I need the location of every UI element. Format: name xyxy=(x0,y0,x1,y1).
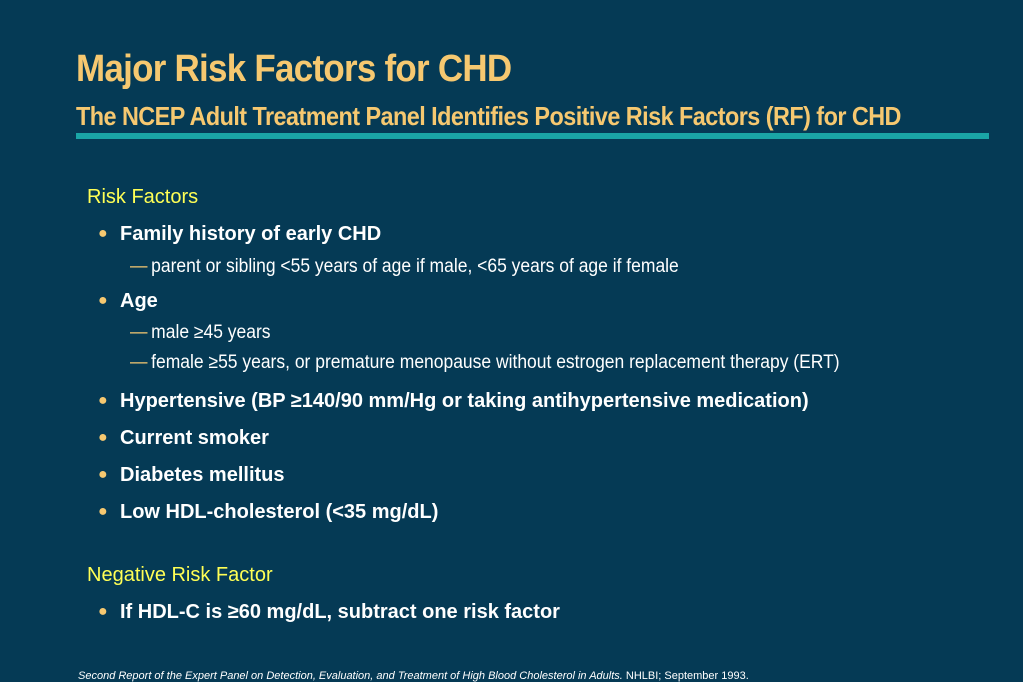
citation-source: NHLBI; September 1993. xyxy=(622,670,749,682)
bullet-dot-icon: ● xyxy=(98,503,108,520)
slide-subtitle: The NCEP Adult Treatment Panel Identifie… xyxy=(76,101,901,131)
citation-title: Second Report of the Expert Panel on Det… xyxy=(78,670,623,682)
bullet-dot-icon: ● xyxy=(98,603,108,620)
dash-icon: — xyxy=(130,352,148,373)
bullet-label: Age xyxy=(120,290,158,312)
bullet-dot-icon: ● xyxy=(98,429,108,446)
slide-title: Major Risk Factors for CHD xyxy=(76,48,512,90)
bullet-label: Family history of early CHD xyxy=(120,223,382,245)
title-rule xyxy=(76,133,989,139)
bullet-diabetes: ● Diabetes mellitus xyxy=(98,464,285,487)
sub-age-male: — male ≥45 years xyxy=(130,322,271,344)
bullet-hdl-negative: ● If HDL-C is ≥60 mg/dL, subtract one ri… xyxy=(98,601,560,624)
sub-label: female ≥55 years, or premature menopause… xyxy=(151,352,840,373)
sub-label: male ≥45 years xyxy=(151,322,271,343)
bullet-dot-icon: ● xyxy=(98,292,108,309)
sub-family-history: — parent or sibling <55 years of age if m… xyxy=(130,256,679,278)
negative-factor-heading: Negative Risk Factor xyxy=(87,564,273,586)
bullet-dot-icon: ● xyxy=(98,225,108,242)
bullet-smoker: ● Current smoker xyxy=(98,427,269,450)
bullet-family-history: ● Family history of early CHD xyxy=(98,223,381,246)
dash-icon: — xyxy=(130,322,148,343)
bullet-age: ● Age xyxy=(98,290,158,313)
bullet-dot-icon: ● xyxy=(98,392,108,409)
bullet-low-hdl: ● Low HDL-cholesterol (<35 mg/dL) xyxy=(98,501,438,524)
risk-factors-heading: Risk Factors xyxy=(87,186,199,208)
bullet-label: Hypertensive (BP ≥140/90 mm/Hg or taking… xyxy=(120,390,809,412)
sub-label: parent or sibling <55 years of age if ma… xyxy=(151,256,679,277)
bullet-dot-icon: ● xyxy=(98,466,108,483)
bullet-label: If HDL-C is ≥60 mg/dL, subtract one risk… xyxy=(120,601,560,623)
bullet-hypertensive: ● Hypertensive (BP ≥140/90 mm/Hg or taki… xyxy=(98,390,809,413)
dash-icon: — xyxy=(130,256,148,277)
sub-age-female: — female ≥55 years, or premature menopaus… xyxy=(130,352,840,374)
bullet-label: Current smoker xyxy=(120,427,269,449)
footer-citation: Second Report of the Expert Panel on Det… xyxy=(78,670,749,682)
bullet-label: Diabetes mellitus xyxy=(120,464,285,486)
bullet-label: Low HDL-cholesterol (<35 mg/dL) xyxy=(120,501,439,523)
